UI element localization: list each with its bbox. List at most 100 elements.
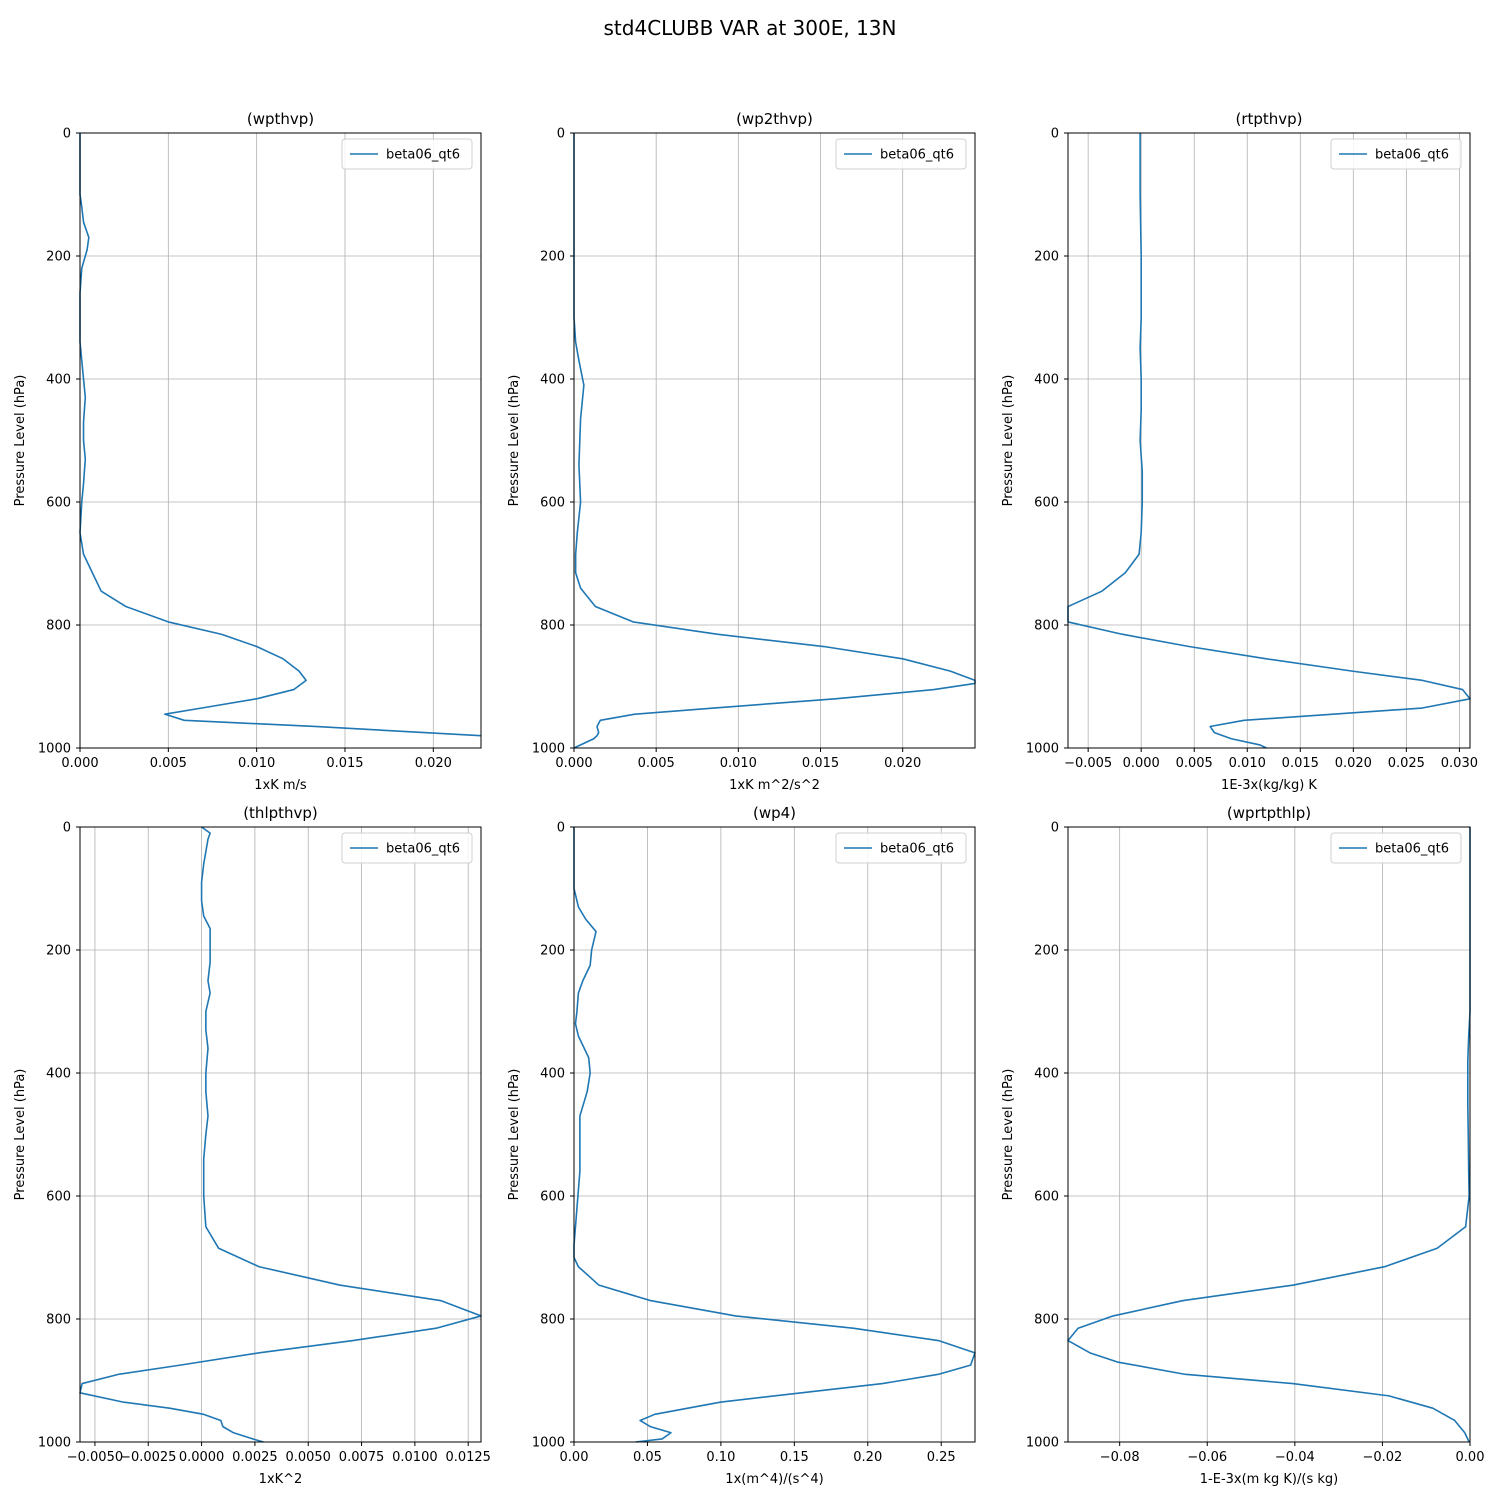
legend-label: beta06_qt6: [1375, 842, 1449, 857]
legend-box: [1330, 832, 1462, 864]
axes-frame: [79, 826, 482, 1443]
x-tick-label: 0.000: [1123, 756, 1160, 771]
x-axis-label: 1x(m^4)/(s^4): [725, 1472, 823, 1487]
y-tick-label: 1000: [38, 1436, 71, 1451]
x-tick-label: 0.0000: [179, 1450, 225, 1465]
legend-label: beta06_qt6: [880, 148, 954, 163]
x-tick-label: 0.005: [150, 756, 187, 771]
legend: beta06_qt6: [835, 832, 967, 864]
x-tick-label: 0.015: [1282, 756, 1319, 771]
y-tick-label: 1000: [1026, 742, 1059, 757]
x-tick-label: −0.005: [1064, 756, 1112, 771]
y-tick-label: 800: [1034, 619, 1059, 634]
legend: beta06_qt6: [835, 138, 967, 170]
x-tick-label: −0.02: [1362, 1450, 1402, 1465]
legend-box: [835, 832, 967, 864]
series-line-1: [1067, 827, 1471, 1443]
y-axis-label: Pressure Level (hPa): [1001, 375, 1016, 507]
subplot-title: (wp4): [753, 804, 796, 822]
x-axis-label: 1xK m^2/s^2: [729, 778, 820, 793]
y-tick-label: 800: [1034, 1313, 1059, 1328]
y-tick-label: 600: [540, 1190, 565, 1205]
x-tick-label: −0.0025: [120, 1450, 176, 1465]
legend: beta06_qt6: [341, 832, 473, 864]
y-tick-label: 600: [1034, 496, 1059, 511]
x-tick-label: −0.0050: [67, 1450, 123, 1465]
y-tick-label: 400: [540, 1067, 565, 1082]
y-tick-label: 200: [1034, 250, 1059, 265]
subplot-1: 0.000 0.005 0.010 0.015 0.020 0 200 400 600 800 10…: [13, 110, 482, 793]
subplot-3: −0.005 0.000 0.005 0.010 0.015 0.020 0.025 0.03…: [1001, 110, 1478, 793]
y-tick-label: 200: [1034, 944, 1059, 959]
legend-label: beta06_qt6: [880, 842, 954, 857]
y-tick-label: 200: [46, 944, 71, 959]
x-tick-label: 0.020: [884, 756, 921, 771]
x-tick-label: 0.010: [1229, 756, 1266, 771]
x-tick-label: 0.020: [415, 756, 452, 771]
y-tick-label: 0: [557, 821, 565, 836]
x-tick-label: −0.06: [1187, 1450, 1227, 1465]
subplot-title: (wprtpthlp): [1227, 804, 1311, 822]
x-tick-label: 0.010: [238, 756, 275, 771]
axes-frame: [1067, 132, 1471, 749]
x-tick-label: 0.05: [633, 1450, 662, 1465]
legend-box: [341, 138, 473, 170]
x-tick-label: 0.000: [555, 756, 592, 771]
x-tick-label: 0.005: [638, 756, 675, 771]
x-tick-label: 0.00: [560, 1450, 589, 1465]
legend-box: [341, 832, 473, 864]
legend-label: beta06_qt6: [1375, 148, 1449, 163]
y-tick-label: 400: [1034, 373, 1059, 388]
x-axis-label: 1-E-3x(m kg K)/(s kg): [1200, 1472, 1338, 1487]
y-axis-label: Pressure Level (hPa): [13, 375, 28, 507]
subplot-title: (thlpthvp): [243, 804, 318, 822]
x-tick-label: 0.10: [706, 1450, 735, 1465]
series-line-1: [573, 827, 976, 1443]
x-tick-label: 0.25: [927, 1450, 956, 1465]
y-tick-label: 800: [540, 1313, 565, 1328]
x-tick-label: 0.015: [326, 756, 363, 771]
figure-title: std4CLUBB VAR at 300E, 13N: [603, 16, 897, 40]
x-tick-label: −0.04: [1275, 1450, 1315, 1465]
subplot-title: (wpthvp): [247, 110, 314, 128]
axes-frame: [573, 132, 976, 749]
y-tick-label: 600: [1034, 1190, 1059, 1205]
series-line-1: [1067, 133, 1471, 749]
legend-label: beta06_qt6: [386, 842, 460, 857]
axes-frame: [1067, 826, 1471, 1443]
axes-frame: [573, 826, 976, 1443]
y-tick-label: 0: [1051, 127, 1059, 142]
x-tick-label: 0.0075: [339, 1450, 385, 1465]
x-tick-label: 0.0050: [285, 1450, 331, 1465]
y-axis-label: Pressure Level (hPa): [13, 1069, 28, 1201]
axes-frame: [79, 132, 482, 749]
y-tick-label: 400: [540, 373, 565, 388]
x-axis-label: 1xK^2: [259, 1472, 303, 1487]
series-line-1: [79, 826, 482, 1443]
x-tick-label: 0.030: [1441, 756, 1478, 771]
x-tick-label: 0.015: [802, 756, 839, 771]
y-tick-label: 800: [46, 1313, 71, 1328]
x-tick-label: 0.00: [1456, 1450, 1485, 1465]
legend: beta06_qt6: [1330, 832, 1462, 864]
legend-label: beta06_qt6: [386, 148, 460, 163]
y-axis-label: Pressure Level (hPa): [507, 1069, 522, 1201]
subplot-title: (wp2thvp): [736, 110, 813, 128]
x-axis-label: 1E-3x(kg/kg) K: [1221, 778, 1317, 793]
subplot-title: (rtpthvp): [1235, 110, 1302, 128]
x-tick-label: 0.0100: [392, 1450, 438, 1465]
y-tick-label: 600: [46, 1190, 71, 1205]
x-tick-label: 0.025: [1388, 756, 1425, 771]
legend: beta06_qt6: [1330, 138, 1462, 170]
y-tick-label: 200: [540, 944, 565, 959]
x-tick-label: 0.0125: [445, 1450, 491, 1465]
series-line-1: [79, 133, 482, 737]
x-tick-label: 0.020: [1335, 756, 1372, 771]
y-tick-label: 400: [1034, 1067, 1059, 1082]
x-axis-label: 1xK m/s: [254, 778, 307, 793]
x-tick-label: 0.0025: [232, 1450, 278, 1465]
y-tick-label: 1000: [38, 742, 71, 757]
subplot-6: −0.08 −0.06 −0.04 −0.02 0.00 0 200 400 600 800 100…: [1001, 804, 1484, 1487]
x-tick-label: 0.15: [780, 1450, 809, 1465]
